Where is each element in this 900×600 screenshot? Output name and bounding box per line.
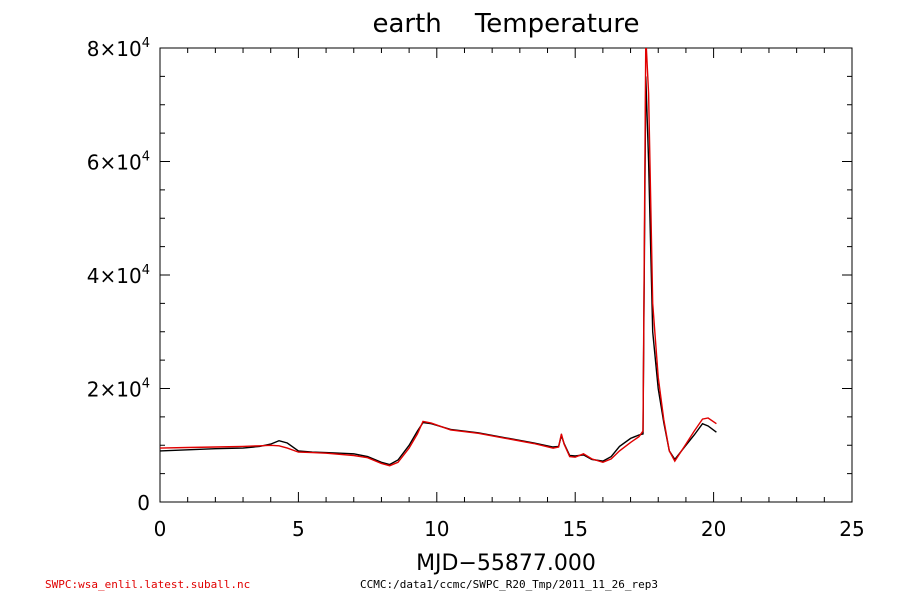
x-tick-label: 20 — [701, 517, 726, 541]
chart-title: earth Temperature — [372, 9, 639, 39]
y-tick-label: 0 — [137, 491, 150, 515]
x-tick-label: 25 — [839, 517, 864, 541]
x-tick-label: 15 — [562, 517, 587, 541]
y-tick-label: 6×104 — [87, 150, 150, 175]
series-layer — [160, 48, 717, 467]
plot-frame — [159, 47, 853, 503]
series-line-red — [160, 48, 717, 467]
y-tick-label: 2×104 — [87, 377, 150, 402]
footer-source-left: SWPC:wsa_enlil.latest.suball.nc — [45, 578, 251, 591]
y-tick-label: 4×104 — [87, 263, 150, 288]
x-tick-label: 5 — [292, 517, 305, 541]
axis-ticks: 0 5 10 15 20 25 0 2×104 4×104 6×104 8×104 — [87, 36, 865, 541]
footer-source-right: CCMC:/data1/ccmc/SWPC_R20_Tmp/2011_11_26… — [360, 578, 659, 591]
y-tick-label: 8×104 — [87, 36, 150, 61]
x-tick-label: 10 — [424, 517, 449, 541]
x-axis-label: MJD−55877.000 — [416, 551, 596, 576]
x-tick-label: 0 — [154, 517, 167, 541]
series-line-black — [160, 76, 717, 466]
